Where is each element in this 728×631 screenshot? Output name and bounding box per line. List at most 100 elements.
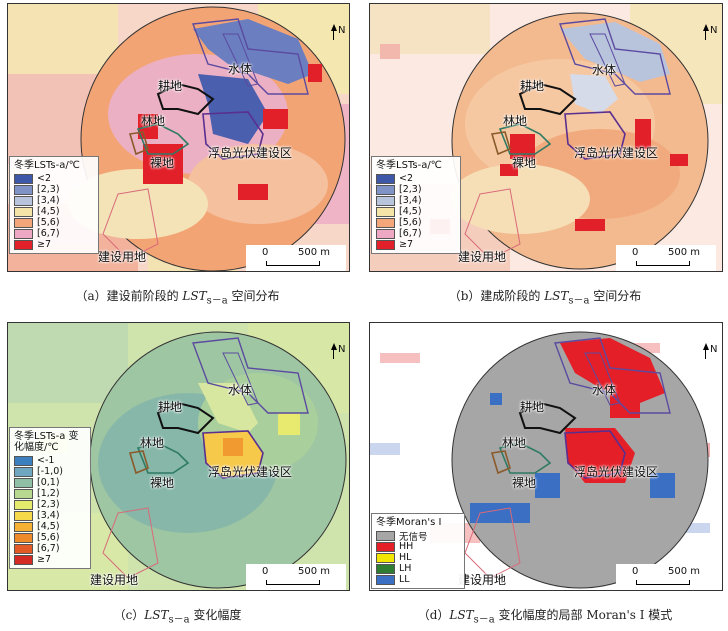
caption-suffix: 变化幅度的局部 Moran's I 模式 xyxy=(494,608,673,622)
legend-swatch xyxy=(14,455,33,466)
legend-item: [-1,0) xyxy=(14,466,86,477)
legend-label: [4,5) xyxy=(37,206,60,217)
legend-b: 冬季LSTs-a/℃ <2 [2,3) [3,4) [4,5) [5,6) [6,7) ≥7 xyxy=(371,156,461,254)
legend-rows: 无信号 HH HL LH LL xyxy=(376,530,460,585)
legend-item: [5,6) xyxy=(14,532,86,543)
label-pv: 浮岛光伏建设区 xyxy=(208,146,293,160)
legend-swatch xyxy=(376,184,395,195)
label-water: 水体 xyxy=(592,383,617,397)
legend-item: [6,7) xyxy=(14,543,86,554)
map-panel-d: 水体 耕地 林地 裸地 浮岛光伏建设区 建设用地 N 冬季Moran's I 无… xyxy=(369,322,723,591)
legend-swatch xyxy=(14,228,33,239)
label-pv: 浮岛光伏建设区 xyxy=(574,146,659,160)
label-bare: 裸地 xyxy=(150,476,175,490)
legend-label: [2,3) xyxy=(399,184,422,195)
legend-item: <-1 xyxy=(14,455,86,466)
scale-distance: 500 m xyxy=(668,247,701,258)
scale-distance: 500 m xyxy=(668,566,701,577)
scale-zero: 0 xyxy=(632,247,639,258)
caption-a: （a）建设前阶段的 LSTs－a 空间分布 xyxy=(7,287,348,306)
legend-c: 冬季LSTs-a 变化幅度/℃ <-1 [-1,0) [0,1) [1,2) [2,3)… xyxy=(9,427,91,569)
caption-variable: LST xyxy=(449,608,474,622)
legend-swatch xyxy=(14,521,33,532)
scale-distance: 500 m xyxy=(298,247,331,258)
legend-item: [6,7) xyxy=(376,228,456,239)
legend-label: [5,6) xyxy=(37,532,60,543)
legend-label: [3,4) xyxy=(399,195,422,206)
legend-item: [1,2) xyxy=(14,488,86,499)
legend-label: [6,7) xyxy=(37,543,60,554)
label-water: 水体 xyxy=(592,63,617,77)
legend-item: ≥7 xyxy=(14,239,94,250)
legend-title: 冬季LSTs-a/℃ xyxy=(14,160,80,171)
legend-swatch xyxy=(376,530,395,541)
caption-prefix: （c） xyxy=(113,608,145,622)
legend-swatch xyxy=(14,217,33,228)
legend-label: [3,4) xyxy=(37,510,60,521)
legend-item: [3,4) xyxy=(376,195,456,206)
caption-subscript: s－a xyxy=(206,295,228,307)
legend-rows: <-1 [-1,0) [0,1) [1,2) [2,3) [3,4) [4,5) [5,6)[… xyxy=(14,455,86,565)
scale-zero: 0 xyxy=(262,247,269,258)
legend-swatch xyxy=(14,554,33,565)
legend-title: 冬季LSTs-a/℃ xyxy=(376,160,442,171)
legend-item: [0,1) xyxy=(14,477,86,488)
legend-label: [6,7) xyxy=(399,228,422,239)
scale-bar: 0 500 m xyxy=(246,564,346,590)
legend-label: ≥7 xyxy=(37,554,52,565)
label-construction: 建设用地 xyxy=(458,250,507,264)
legend-swatch xyxy=(14,543,33,554)
legend-item: LL xyxy=(376,574,460,585)
north-label: N xyxy=(338,344,346,355)
legend-item: [6,7) xyxy=(14,228,94,239)
label-water: 水体 xyxy=(228,62,253,76)
scale-distance: 500 m xyxy=(298,566,331,577)
legend-item: 无信号 xyxy=(376,530,460,543)
label-bare: 裸地 xyxy=(150,156,175,170)
legend-swatch xyxy=(14,488,33,499)
legend-item: HL xyxy=(376,552,460,563)
legend-item: ≥7 xyxy=(376,239,456,250)
legend-label: [4,5) xyxy=(399,206,422,217)
caption-variable: LST xyxy=(182,289,207,303)
north-arrow-icon xyxy=(703,343,709,350)
label-forest: 林地 xyxy=(140,436,165,450)
label-forest: 林地 xyxy=(503,114,528,128)
legend-swatch xyxy=(14,466,33,477)
legend-label: HH xyxy=(399,541,414,552)
legend-swatch xyxy=(14,206,33,217)
legend-item: [2,3) xyxy=(14,184,94,195)
scale-zero: 0 xyxy=(262,566,269,577)
legend-swatch xyxy=(376,217,395,228)
legend-item: [4,5) xyxy=(14,206,94,217)
legend-label: <-1 xyxy=(37,455,55,466)
label-farmland: 耕地 xyxy=(158,79,183,93)
legend-swatch xyxy=(376,552,395,563)
legend-label: ≥7 xyxy=(37,239,52,250)
legend-swatch xyxy=(376,563,395,574)
caption-prefix: （a）建设前阶段的 xyxy=(75,289,183,303)
legend-item: [5,6) xyxy=(376,217,456,228)
label-construction: 建设用地 xyxy=(98,250,147,264)
caption-subscript: s－a xyxy=(168,614,190,626)
caption-c: （c）LSTs－a 变化幅度 xyxy=(7,606,348,625)
legend-d: 冬季Moran's I 无信号 HH HL LH LL xyxy=(371,513,465,589)
legend-label: [3,4) xyxy=(37,195,60,206)
legend-swatch xyxy=(14,173,33,184)
caption-suffix: 空间分布 xyxy=(589,289,642,303)
legend-item: <2 xyxy=(14,173,94,184)
label-water: 水体 xyxy=(228,383,253,397)
legend-label: 无信号 xyxy=(399,531,428,543)
legend-label: [4,5) xyxy=(37,521,60,532)
label-farmland: 耕地 xyxy=(520,400,545,414)
legend-label: [2,3) xyxy=(37,184,60,195)
caption-variable: LST xyxy=(144,608,169,622)
legend-label: [0,1) xyxy=(37,477,60,488)
legend-rows: <2 [2,3) [3,4) [4,5) [5,6) [6,7) ≥7 xyxy=(376,173,456,250)
label-forest: 林地 xyxy=(502,436,527,450)
label-construction: 建设用地 xyxy=(90,573,139,587)
caption-suffix: 空间分布 xyxy=(227,289,280,303)
label-pv: 浮岛光伏建设区 xyxy=(574,465,659,479)
legend-label: [2,3) xyxy=(37,499,60,510)
map-panel-c: 水体 耕地 林地 裸地 浮岛光伏建设区 建设用地 N 冬季LSTs-a 变化幅度… xyxy=(7,322,350,591)
